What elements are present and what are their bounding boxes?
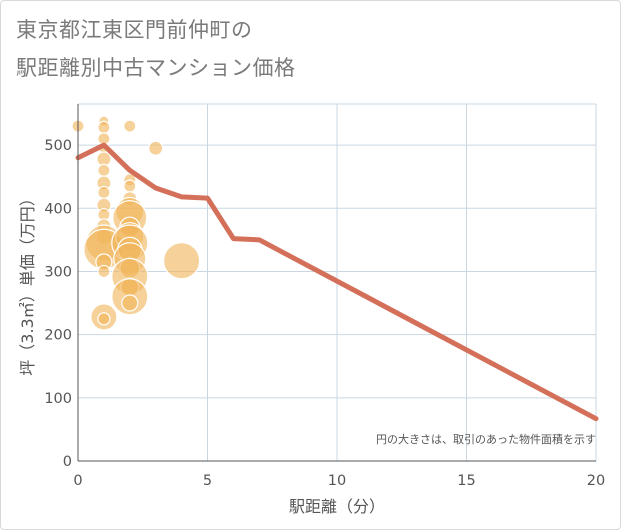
data-bubble [163, 242, 201, 280]
y-tick-label: 400 [44, 201, 72, 217]
chart-title-line2: 駅距離別中古マンション価格 [16, 56, 296, 80]
data-bubble [97, 264, 111, 279]
x-axis-label: 駅距離（分） [289, 497, 385, 516]
x-tick-label: 5 [203, 473, 212, 489]
x-tick-label: 20 [587, 473, 605, 489]
x-tick-label: 15 [457, 473, 475, 489]
x-tick-label: 0 [73, 473, 82, 489]
data-bubble [123, 119, 137, 133]
trend-line-layer [75, 142, 599, 422]
data-bubble [123, 179, 137, 193]
data-bubble [148, 140, 164, 156]
x-tick-label: 10 [328, 473, 346, 489]
bubble-layer [71, 115, 201, 331]
y-tick-label: 300 [44, 264, 72, 280]
data-bubble [97, 163, 111, 177]
y-tick-label: 200 [44, 328, 72, 344]
y-tick-label: 100 [44, 391, 72, 407]
data-bubble [121, 294, 139, 312]
trend-line [75, 142, 599, 422]
chart-title-line1: 東京都江東区門前仲町の [16, 18, 253, 42]
data-bubble [97, 312, 111, 326]
y-tick-label: 0 [63, 454, 72, 470]
bubble-size-note: 円の大きさは、取引のあった物件面積を示す [376, 432, 596, 446]
y-tick-label: 500 [44, 138, 72, 154]
data-bubble [97, 120, 111, 134]
y-axis-label: 坪（3.3㎡）単価（万円） [18, 190, 37, 375]
data-bubble [97, 185, 111, 200]
